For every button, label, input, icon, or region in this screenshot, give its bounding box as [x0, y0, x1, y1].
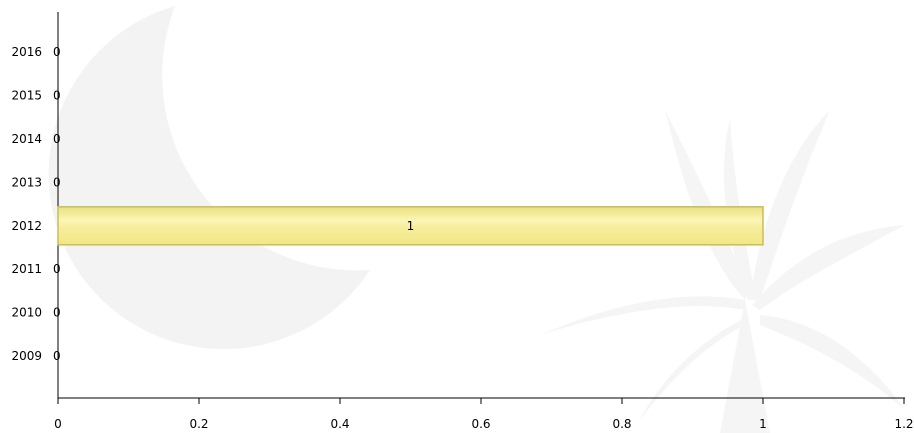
x-tick-label: 1 [759, 417, 767, 431]
data-label-2016: 0 [53, 45, 61, 59]
x-tick-label: 0.2 [189, 417, 208, 431]
y-tick-label: 2013 [11, 175, 42, 189]
y-tick-label: 2011 [11, 262, 42, 276]
y-axis-ticks: 2009 2010 2011 2012 2013 2014 2015 2016 [11, 45, 42, 363]
crescent-moon-shape [48, 6, 370, 350]
x-tick-label: 0 [54, 417, 62, 431]
x-tick-label: 0.8 [612, 417, 631, 431]
y-tick-label: 2014 [11, 132, 42, 146]
x-axis-ticks: 0 0.2 0.4 0.6 0.8 1 1.2 [54, 398, 914, 431]
bars-group [57, 206, 764, 246]
x-tick-label: 0.4 [330, 417, 349, 431]
data-label-2009: 0 [53, 349, 61, 363]
data-label-2014: 0 [53, 132, 61, 146]
data-label-2010: 0 [53, 306, 61, 320]
data-label-2012: 1 [407, 219, 415, 233]
y-tick-label: 2012 [11, 219, 42, 233]
watermark-emblem [48, 6, 905, 433]
y-tick-label: 2016 [11, 45, 42, 59]
data-label-2013: 0 [53, 175, 61, 189]
palmetto-tree-shape [540, 110, 905, 433]
y-tick-label: 2009 [11, 349, 42, 363]
y-tick-label: 2015 [11, 89, 42, 103]
bar-2012 [57, 206, 764, 246]
y-tick-label: 2010 [11, 306, 42, 320]
x-tick-label: 0.6 [471, 417, 490, 431]
data-label-2011: 0 [53, 262, 61, 276]
data-label-2015: 0 [53, 89, 61, 103]
data-labels-group: 0 0 0 1 0 0 0 0 [53, 45, 414, 363]
x-tick-label: 1.2 [894, 417, 913, 431]
